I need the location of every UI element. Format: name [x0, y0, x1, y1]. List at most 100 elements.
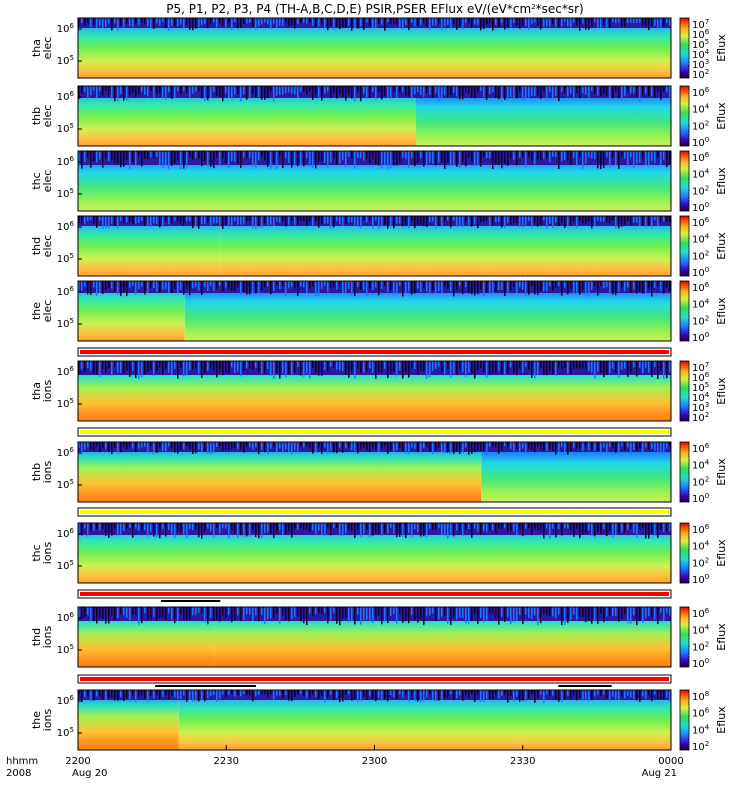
colorbar-label: Eflux	[715, 232, 728, 260]
noise-tick	[219, 607, 221, 622]
noise-tick	[648, 216, 650, 226]
noise-tick	[339, 523, 341, 537]
noise-tick	[660, 361, 662, 372]
noise-tick	[276, 151, 278, 169]
noise-tick	[108, 607, 110, 624]
noise-tick	[555, 216, 557, 223]
noise-tick	[189, 216, 191, 222]
colorbar-tick-label: 106	[692, 86, 710, 99]
noise-tick	[513, 607, 515, 623]
noise-tick	[363, 86, 365, 94]
noise-tick	[618, 442, 620, 454]
noise-tick	[579, 281, 581, 295]
colorbar-tick-label: 106	[692, 442, 710, 455]
background-noise-strip	[78, 690, 671, 703]
noise-tick	[591, 690, 593, 701]
noise-tick	[612, 281, 614, 295]
noise-tick	[366, 523, 368, 530]
y-tick-exponent: 5	[70, 397, 74, 405]
noise-tick	[477, 281, 479, 295]
noise-tick	[567, 216, 569, 227]
noise-tick	[264, 607, 266, 624]
noise-tick	[171, 690, 173, 696]
noise-tick	[432, 690, 434, 701]
noise-tick	[210, 690, 212, 696]
noise-tick	[624, 607, 626, 615]
noise-tick	[102, 216, 104, 229]
noise-tick	[633, 18, 635, 24]
noise-tick	[411, 18, 413, 23]
noise-tick	[357, 216, 359, 228]
noise-tick	[393, 607, 395, 614]
noise-tick	[270, 281, 272, 295]
noise-tick	[297, 18, 299, 25]
colorbar-tick-exponent: 6	[705, 442, 710, 450]
noise-tick	[204, 18, 206, 24]
noise-tick	[273, 281, 275, 291]
noise-tick	[360, 523, 362, 537]
noise-tick	[471, 18, 473, 28]
noise-tick	[495, 281, 497, 292]
noise-tick	[132, 86, 134, 93]
noise-tick	[573, 281, 575, 295]
noise-tick	[297, 690, 299, 695]
noise-tick	[645, 281, 647, 293]
noise-tick	[597, 690, 599, 695]
noise-tick	[228, 607, 230, 615]
noise-tick	[309, 361, 311, 379]
noise-tick	[489, 86, 491, 94]
noise-tick	[483, 281, 485, 297]
noise-tick	[90, 361, 92, 371]
noise-tick	[381, 18, 383, 25]
noise-tick	[249, 690, 251, 696]
noise-tick	[417, 18, 419, 26]
noise-tick	[615, 523, 617, 536]
noise-tick	[90, 281, 92, 295]
noise-tick	[342, 281, 344, 294]
noise-tick	[159, 216, 161, 228]
noise-tick	[366, 151, 368, 159]
noise-tick	[273, 523, 275, 539]
noise-tick	[537, 18, 539, 26]
noise-tick	[564, 151, 566, 160]
noise-tick	[321, 216, 323, 225]
noise-tick	[552, 151, 554, 157]
noise-tick	[246, 690, 248, 695]
noise-tick	[507, 361, 509, 374]
noise-tick	[171, 18, 173, 26]
noise-tick	[216, 442, 218, 447]
noise-tick	[198, 442, 200, 450]
noise-tick	[609, 442, 611, 447]
noise-tick	[474, 607, 476, 615]
y-tick-base: 10	[57, 696, 70, 707]
noise-tick	[447, 216, 449, 221]
colorbar-tick-label: 102	[692, 314, 709, 327]
noise-tick	[435, 86, 437, 94]
noise-tick	[618, 523, 620, 533]
noise-tick	[216, 86, 218, 97]
noise-tick	[228, 361, 230, 374]
noise-tick	[468, 523, 470, 530]
noise-tick	[426, 281, 428, 292]
noise-tick	[129, 442, 131, 447]
noise-tick	[261, 523, 263, 539]
noise-tick	[351, 86, 353, 99]
noise-tick	[579, 690, 581, 698]
colorbar-tick-label: 104	[692, 624, 710, 637]
noise-tick	[399, 86, 401, 93]
noise-tick	[642, 442, 644, 455]
noise-tick	[504, 607, 506, 622]
noise-tick	[264, 216, 266, 224]
noise-tick	[426, 18, 428, 27]
noise-tick	[660, 86, 662, 100]
noise-tick	[504, 442, 506, 447]
noise-tick	[192, 216, 194, 229]
noise-tick	[297, 523, 299, 530]
noise-tick	[249, 281, 251, 295]
noise-tick	[546, 86, 548, 102]
noise-tick	[408, 690, 410, 702]
noise-tick	[525, 86, 527, 100]
noise-tick	[588, 523, 590, 531]
noise-tick	[447, 361, 449, 369]
